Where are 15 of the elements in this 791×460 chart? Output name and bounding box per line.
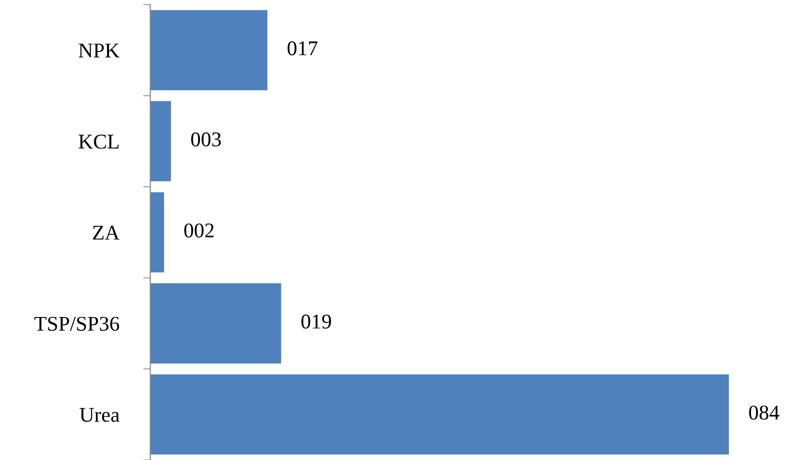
y-tick-label: NPK bbox=[78, 44, 120, 58]
data-label: 002 bbox=[184, 223, 214, 238]
y-tick-label: TSP/SP36 bbox=[34, 316, 120, 331]
bar bbox=[150, 283, 282, 364]
bar bbox=[150, 374, 729, 455]
data-label: 017 bbox=[288, 41, 318, 56]
bar bbox=[150, 10, 268, 90]
data-label: 084 bbox=[749, 406, 780, 420]
y-tick-label: KCL bbox=[78, 134, 118, 149]
bar bbox=[150, 101, 171, 182]
data-label: 003 bbox=[191, 132, 221, 146]
y-tick-label: Urea bbox=[80, 408, 120, 422]
data-label: 019 bbox=[301, 314, 332, 329]
bar bbox=[150, 192, 164, 272]
y-tick-label: ZA bbox=[92, 226, 120, 240]
